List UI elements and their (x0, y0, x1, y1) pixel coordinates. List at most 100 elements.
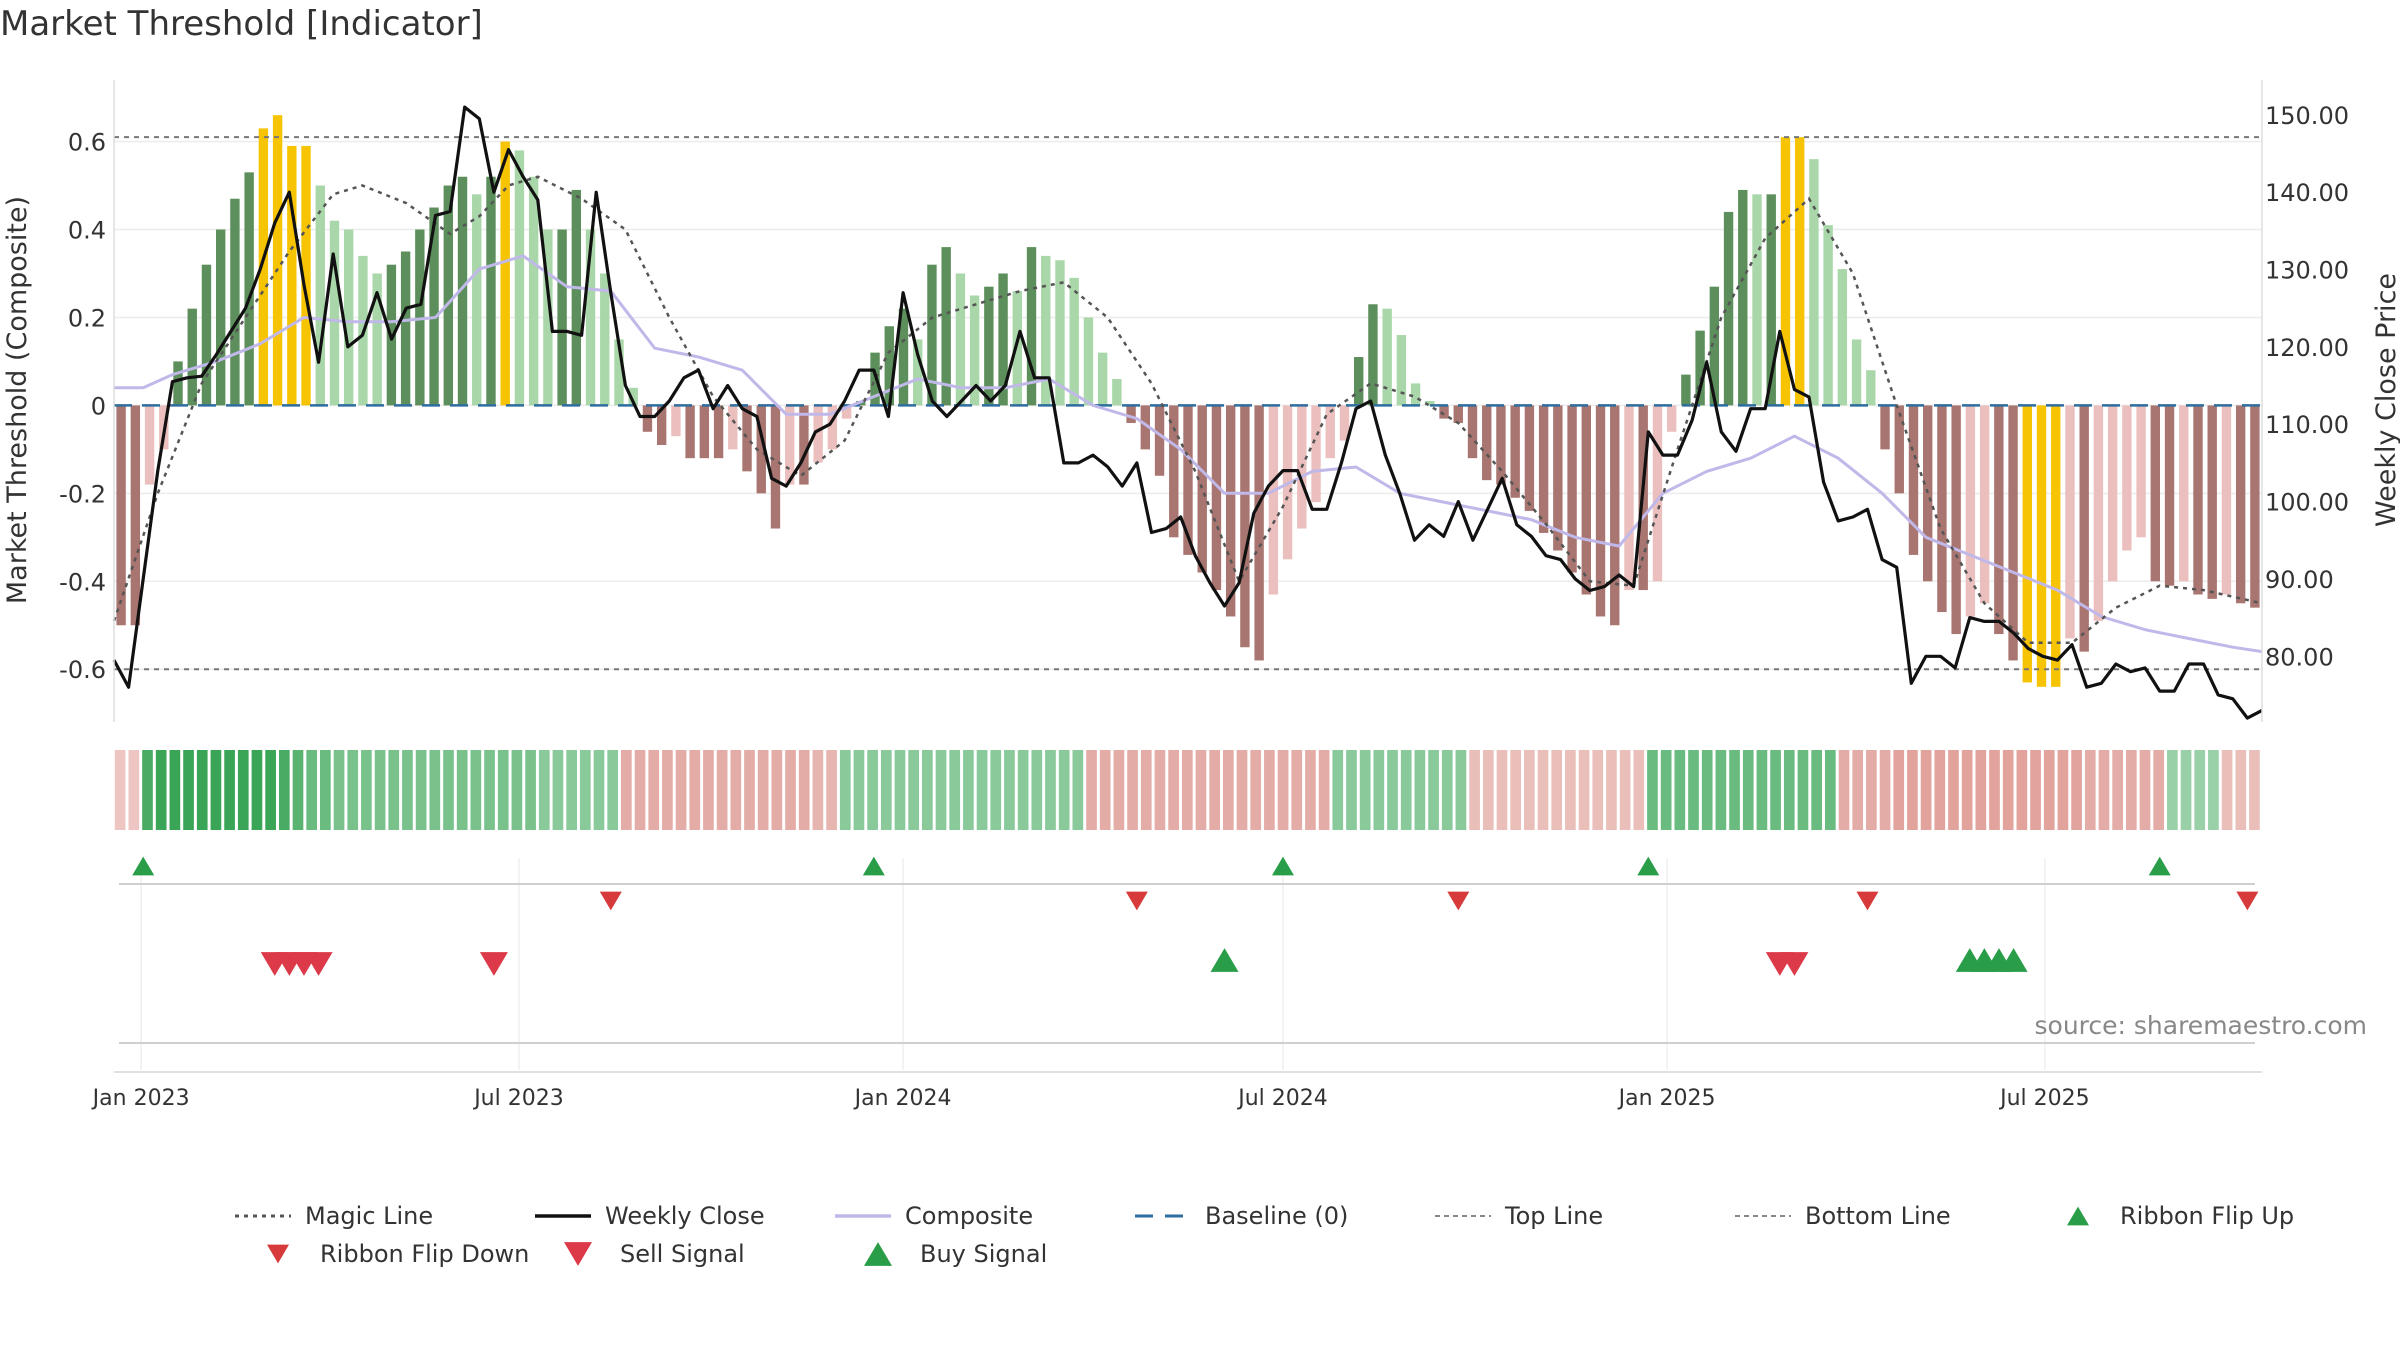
composite-bar (1311, 405, 1321, 503)
ribbon-cell (1455, 750, 1467, 830)
legend-label: Ribbon Flip Up (2120, 1202, 2295, 1230)
y2-tick-label: 130.00 (2265, 257, 2349, 285)
ribbon-cell (1332, 750, 1344, 830)
ribbon-cell (155, 750, 167, 830)
ribbon-cell (1619, 750, 1631, 830)
composite-bar (173, 361, 183, 406)
composite-bar (1794, 137, 1805, 406)
composite-bar (1809, 159, 1819, 406)
ribbon-cell (579, 750, 591, 830)
composite-bar (941, 247, 951, 406)
composite-bar (770, 405, 781, 529)
ribbon-cell (1537, 750, 1549, 830)
legend-swatch-magic (235, 1214, 291, 1218)
ribbon-cell (142, 750, 153, 830)
ribbon-cell (771, 750, 783, 830)
legend-item-flipdown: Ribbon Flip Down (250, 1240, 529, 1268)
ribbon-cell (320, 750, 331, 830)
composite-bar (841, 405, 852, 419)
ribbon-flip-up-marker (132, 856, 155, 876)
legend-swatch-top (1435, 1215, 1491, 1217)
ribbon-cell (1250, 750, 1262, 830)
chart-title: Market Threshold [Indicator] (0, 4, 483, 44)
composite-bar (1211, 405, 1222, 591)
legend: Magic Line Weekly Close Composite Baseline … (0, 1198, 2400, 1298)
ribbon-flip-up-marker (1637, 856, 1660, 876)
ribbon-cell (1127, 750, 1138, 830)
ribbon-cell (2057, 750, 2069, 830)
ribbon-cell (1811, 750, 1822, 830)
composite-bar (785, 405, 795, 485)
composite-bar (116, 405, 126, 626)
composite-bar (799, 405, 809, 485)
ribbon-cell (128, 750, 140, 830)
y-tick-label: 0.6 (68, 129, 106, 157)
composite-bar (1524, 405, 1535, 511)
composite-bar (2235, 405, 2246, 604)
legend-label: Magic Line (305, 1202, 434, 1230)
composite-bar (955, 273, 966, 406)
composite-bar (1368, 304, 1378, 406)
composite-bar (443, 185, 453, 406)
ribbon-cell (757, 750, 769, 830)
axes: 0.6 0.4 0.2 0 -0.2 -0.4 -0.6 150.00 140.00 130.00… (59, 80, 2349, 1111)
legend-item-magic: Magic Line (235, 1202, 433, 1230)
composite-bar (1937, 405, 1947, 613)
composite-bar (2193, 405, 2203, 595)
ribbon-cell (1783, 750, 1795, 830)
composite-bar (1140, 405, 1151, 450)
composite-bars (116, 115, 2260, 687)
composite-bar (927, 264, 937, 406)
composite-bar (756, 405, 766, 494)
ribbon-cell (1770, 750, 1781, 830)
x-tick-label: Jul 2025 (1998, 1086, 2090, 1111)
ribbon-cell (429, 750, 441, 830)
ribbon-cell (1305, 750, 1316, 830)
ribbon-cell (963, 750, 974, 830)
legend-swatch-bottom (1735, 1215, 1791, 1217)
ribbon-cell (1934, 750, 1946, 830)
composite-bar (813, 405, 823, 463)
ribbon-cell (675, 750, 687, 830)
composite-bar (486, 176, 496, 406)
ribbon-cell (183, 750, 194, 830)
composite-bar (372, 273, 382, 406)
composite-bar (1624, 405, 1634, 591)
composite-line (114, 254, 2263, 654)
composite-bar (1169, 405, 1179, 538)
ribbon-cell (224, 750, 235, 830)
y-tick-label: -0.2 (59, 480, 106, 508)
composite-bar (2207, 405, 2217, 599)
composite-bar (287, 145, 297, 406)
ribbon-cell (1510, 750, 1521, 830)
ribbon-cell (798, 750, 810, 830)
ribbon-cell (1264, 750, 1275, 830)
ribbon-cell (2139, 750, 2151, 830)
signal-markers (132, 856, 2259, 976)
composite-bar (1325, 405, 1335, 459)
composite-bar (557, 229, 567, 406)
composite-bar (1610, 405, 1620, 626)
composite-bar (1382, 308, 1392, 406)
ribbon-flip-down-marker (2236, 891, 2259, 911)
composite-bar (1396, 335, 1407, 406)
ribbon-cell (1701, 750, 1713, 830)
y2-tick-label: 110.00 (2265, 411, 2349, 439)
legend-item-top: Top Line (1435, 1202, 1603, 1230)
ribbon-cell (648, 750, 660, 830)
ribbon-cell (2167, 750, 2178, 830)
ribbon-cell (1920, 750, 1932, 830)
composite-bar (2079, 405, 2089, 652)
ribbon-cell (867, 750, 878, 830)
ribbon-cell (1688, 750, 1699, 830)
composite-bar (1069, 277, 1079, 406)
composite-bar (1112, 379, 1122, 406)
composite-bar (329, 220, 340, 406)
y2-tick-label: 90.00 (2265, 566, 2334, 594)
ribbon-cell (1989, 750, 2000, 830)
composite-bar (2093, 405, 2104, 621)
composite-bar (2250, 405, 2260, 608)
source-credit: source: sharemaestro.com (2035, 1011, 2368, 1040)
legend-item-buy: Buy Signal (850, 1240, 1047, 1268)
composite-bar (671, 405, 681, 437)
